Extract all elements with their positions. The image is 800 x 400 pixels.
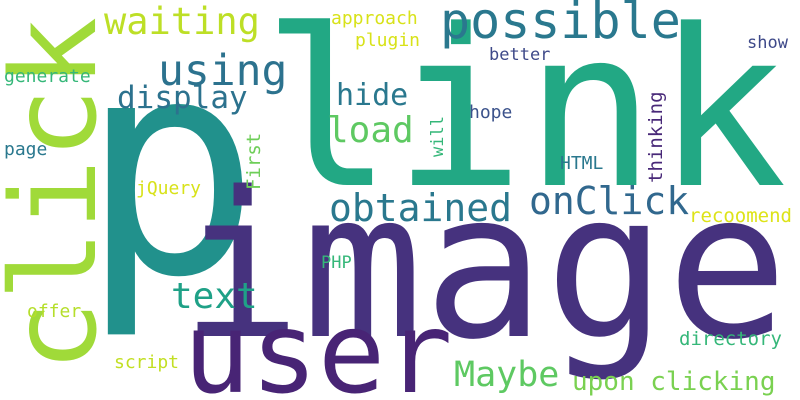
word: plugin xyxy=(355,30,420,51)
word: onClick xyxy=(529,179,689,223)
word: generate xyxy=(4,66,91,87)
word: page xyxy=(4,139,47,160)
word: Maybe xyxy=(454,355,559,395)
word: thinking xyxy=(645,91,667,183)
word: hide xyxy=(336,78,408,113)
word: image xyxy=(180,148,788,384)
word: better xyxy=(489,45,550,65)
word: PHP xyxy=(321,253,352,273)
word: script xyxy=(114,352,179,373)
word: load xyxy=(327,110,414,151)
word: using xyxy=(158,46,287,96)
word: click xyxy=(0,17,123,372)
word: offer xyxy=(27,301,81,322)
word: user xyxy=(183,289,453,400)
word: show xyxy=(747,33,789,53)
word: recoomend xyxy=(689,205,792,227)
word: text xyxy=(171,276,258,317)
word: possible xyxy=(440,0,681,50)
word: link xyxy=(262,0,787,237)
word: jQuery xyxy=(136,178,201,199)
word: approach xyxy=(331,8,418,29)
word: will xyxy=(428,116,448,157)
word: p xyxy=(80,0,261,343)
word: HTML xyxy=(560,153,604,174)
word: obtained xyxy=(329,186,512,230)
word: display xyxy=(117,80,248,116)
word: directory xyxy=(679,328,782,350)
word: waiting xyxy=(104,0,260,43)
word: upon clicking xyxy=(572,367,776,397)
word: hope xyxy=(469,102,512,123)
word: First xyxy=(243,133,265,190)
